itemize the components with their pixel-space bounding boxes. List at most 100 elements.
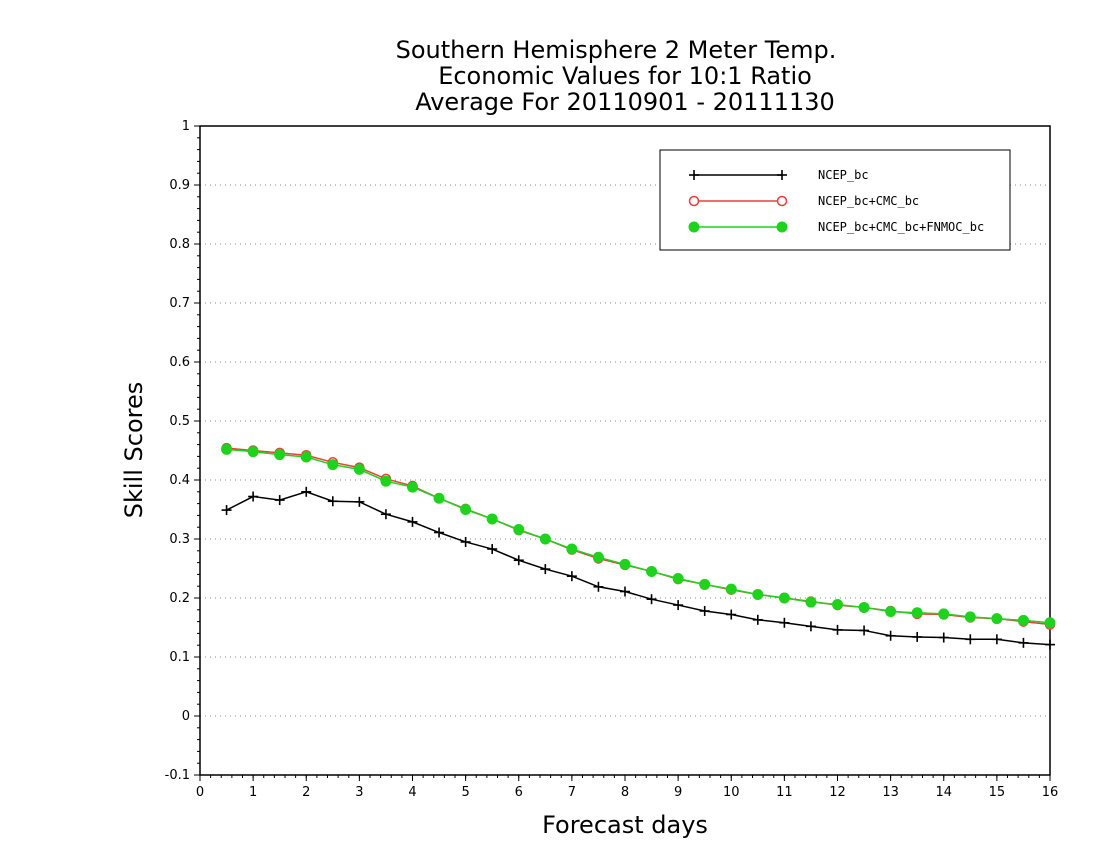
data-point [513,524,525,536]
data-point [859,625,870,636]
data-point [912,631,923,642]
y-tick-label: 0.3 [169,532,190,547]
data-point [699,578,711,590]
x-tick-label: 8 [621,785,629,800]
x-tick-label: 16 [1042,785,1059,800]
data-point [380,509,391,520]
data-point [832,624,843,635]
y-tick-label: -0.1 [165,768,190,783]
legend-entry: NCEP_bc+CMC_bc [688,194,919,208]
data-point [486,513,498,525]
series-2 [221,442,1056,630]
data-point [433,492,445,504]
data-point [646,594,657,605]
data-point [247,446,259,458]
data-point [1045,639,1055,650]
x-tick-label: 12 [829,785,846,800]
data-point [752,588,764,600]
series-layer [221,442,1056,650]
y-tick-label: 0.9 [169,178,190,193]
legend: NCEP_bc NCEP_bc+CMC_bc NCEP_bc+CMC_bc+FNMO… [659,149,1011,251]
legend-marker-end [776,221,788,233]
title-line-1: Southern Hemisphere 2 Meter Temp. [396,36,837,64]
data-point [380,475,392,487]
series-line [226,448,1051,624]
data-point [964,611,976,623]
data-point [620,586,630,597]
y-tick-label: 0.2 [169,591,190,606]
x-tick-label: 11 [776,785,793,800]
x-tick-label: 13 [882,785,899,800]
data-point [938,608,950,620]
x-tick-label: 5 [461,785,469,800]
data-point [221,505,232,516]
data-point [513,555,524,566]
data-point [248,491,259,502]
legend-marker-end [776,195,788,207]
data-point [487,544,498,555]
chart-title: Southern Hemisphere 2 Meter Temp. Econom… [396,36,837,116]
series-3 [221,443,1056,629]
x-axis-label: Forecast days [542,811,708,839]
data-point [566,571,577,582]
data-point [778,592,790,604]
data-point [353,463,365,475]
data-point [592,551,604,563]
data-point [460,504,472,515]
data-point [593,581,604,592]
title-line-3: Average For 20110901 - 20111130 [415,88,835,116]
data-point [327,459,339,471]
x-tick-label: 7 [568,785,576,800]
data-point [911,607,923,619]
data-point [779,617,790,628]
data-point [300,451,312,463]
data-point [885,606,897,618]
data-point [699,605,710,616]
x-tick-label: 2 [302,785,310,800]
data-point [327,496,338,507]
legend-label: NCEP_bc+CMC_bc [818,194,919,208]
legend-marker-end [777,170,787,180]
data-point [965,634,976,645]
data-point [619,558,631,570]
data-point [858,601,870,613]
y-tick-label: 1 [182,119,190,134]
data-point [460,536,471,547]
data-point [540,564,551,575]
data-point [805,596,817,608]
data-point [407,516,418,527]
data-point [832,598,843,610]
y-tick-label: 0.5 [169,414,190,429]
x-tick-label: 10 [723,785,740,800]
data-point [274,449,286,461]
y-tick-label: 0.7 [169,296,190,311]
y-tick-label: 0.6 [169,355,190,370]
legend-marker-start [688,195,700,207]
data-point [726,609,737,620]
data-point [301,486,312,497]
data-point [991,634,1002,645]
data-point [566,543,578,555]
data-point [354,496,365,507]
legend-marker-start [688,221,700,233]
data-point [1044,617,1056,629]
ticks: -0.100.10.20.30.40.50.60.70.80.910 1 2 3 4 5 6… [165,119,1059,800]
x-tick-label: 1 [249,785,257,800]
series-1 [221,486,1055,650]
x-tick-label: 3 [355,785,363,800]
data-point [725,583,737,595]
data-point [885,630,896,641]
data-point [539,533,551,545]
x-tick-label: 14 [935,785,952,800]
data-point [274,495,285,506]
data-point [646,565,658,577]
legend-marker-start [689,170,699,180]
grid [200,184,1050,717]
data-point [221,443,233,455]
y-tick-label: 0.1 [169,650,190,665]
legend-entry: NCEP_bc [689,168,869,182]
y-tick-label: 0 [182,709,190,724]
legend-box [659,149,1011,251]
x-tick-label: 0 [196,785,204,800]
data-point [407,481,418,493]
